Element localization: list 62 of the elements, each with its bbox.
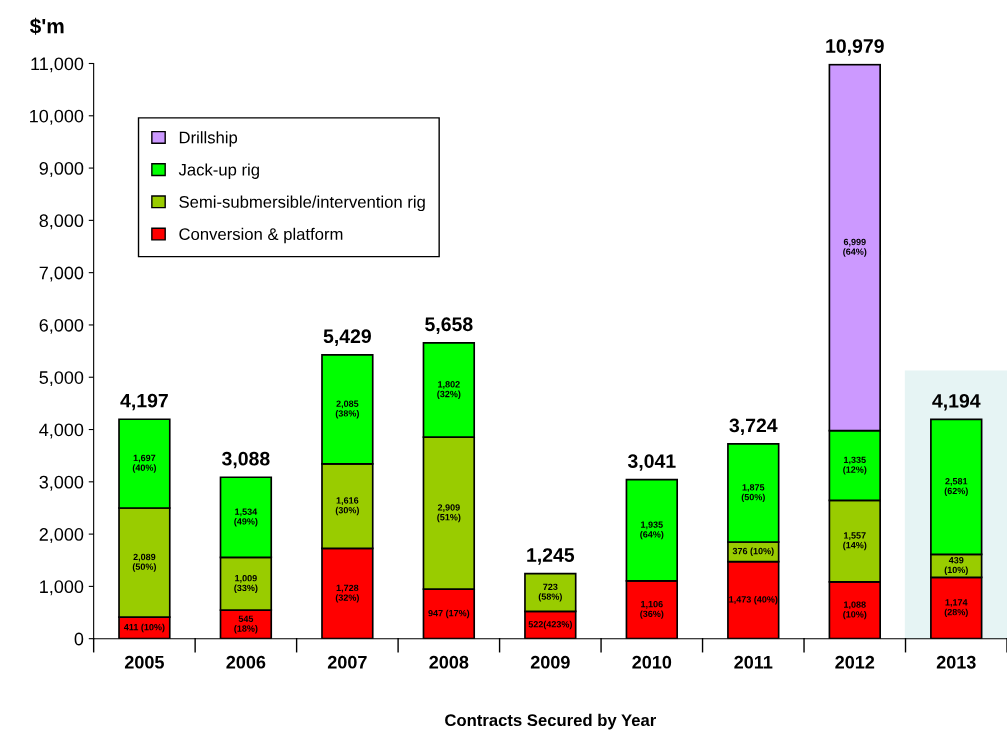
data-label: 522(423%) [528, 620, 572, 630]
total-label: 5,658 [425, 317, 473, 334]
y-tick-label: 6,000 [39, 318, 84, 334]
total-label: 5,429 [323, 329, 371, 346]
x-tick-label: 2008 [429, 655, 469, 669]
data-label: 1,697 (40%) [132, 454, 156, 473]
data-label: 439 (10%) [944, 556, 968, 575]
data-label: 1,106 (36%) [640, 600, 664, 619]
data-label: 1,802 (32%) [437, 381, 461, 400]
data-label: 2,085 (38%) [335, 400, 359, 419]
data-label: 1,534 (49%) [234, 508, 258, 527]
legend-label: Drillship [179, 131, 238, 147]
x-tick-label: 2009 [530, 655, 570, 669]
y-tick-label: 5,000 [39, 371, 84, 387]
y-tick-label: 10,000 [30, 109, 84, 125]
x-axis-title: Contracts Secured by Year [445, 713, 656, 730]
x-tick-label: 2010 [632, 655, 672, 669]
data-label: 1,009 (33%) [234, 574, 258, 593]
x-tick-label: 2013 [936, 655, 976, 669]
data-label: 2,581 (62%) [944, 478, 968, 496]
x-tick-label: 2005 [124, 655, 164, 669]
total-label: 4,197 [120, 393, 168, 411]
x-tick-label: 2012 [835, 655, 875, 669]
x-tick-label: 2011 [734, 655, 773, 669]
data-label: 411 (10%) [123, 623, 165, 633]
data-label: 947 (17%) [428, 609, 470, 619]
y-tick-label: 0 [74, 632, 84, 646]
data-label: 2,909 (51%) [437, 504, 461, 523]
y-tick-label: 11,000 [31, 57, 84, 73]
y-axis-title: $'m [29, 17, 64, 35]
data-label: 6,999 (64%) [843, 238, 867, 257]
total-label: 10,979 [826, 39, 884, 56]
data-label: 1,728 (32%) [335, 584, 359, 603]
x-tick-label: 2006 [226, 655, 266, 669]
total-label: 4,194 [932, 393, 981, 411]
legend-label: Jack-up rig [178, 163, 259, 179]
total-label: 3,041 [627, 454, 676, 471]
y-tick-label: 3,000 [39, 475, 84, 491]
data-label: 1,935 (64%) [640, 521, 664, 540]
data-label: 2,089 (50%) [132, 553, 156, 572]
y-tick-label: 8,000 [39, 214, 84, 230]
data-label: 1,335 (12%) [843, 456, 867, 475]
data-label: 1,088 (10%) [843, 601, 867, 620]
data-label: 1,473 (40%) [729, 595, 778, 605]
data-label: 1,174 (28%) [944, 599, 968, 618]
y-tick-label: 2,000 [39, 528, 84, 543]
y-tick-label: 4,000 [39, 423, 84, 439]
data-label: 1,875 (50%) [741, 484, 765, 503]
total-label: 3,724 [729, 418, 778, 436]
data-label: 545 (18%) [234, 615, 258, 634]
x-tick-label: 2007 [327, 655, 367, 669]
total-label: 1,245 [527, 548, 575, 565]
data-label: 1,557 (14%) [843, 532, 867, 551]
y-tick-label: 7,000 [39, 266, 84, 282]
data-label: 376 (10%) [732, 547, 774, 557]
data-label: 723 (58%) [538, 583, 562, 602]
legend-label: Semi-submersible/intervention rig [179, 195, 425, 212]
total-label: 3,088 [222, 451, 270, 469]
data-label: 1,616 (30%) [335, 497, 359, 516]
y-tick-label: 9,000 [39, 162, 84, 177]
y-tick-label: 1,000 [40, 580, 84, 596]
legend-label: Conversion & platform [179, 227, 343, 244]
